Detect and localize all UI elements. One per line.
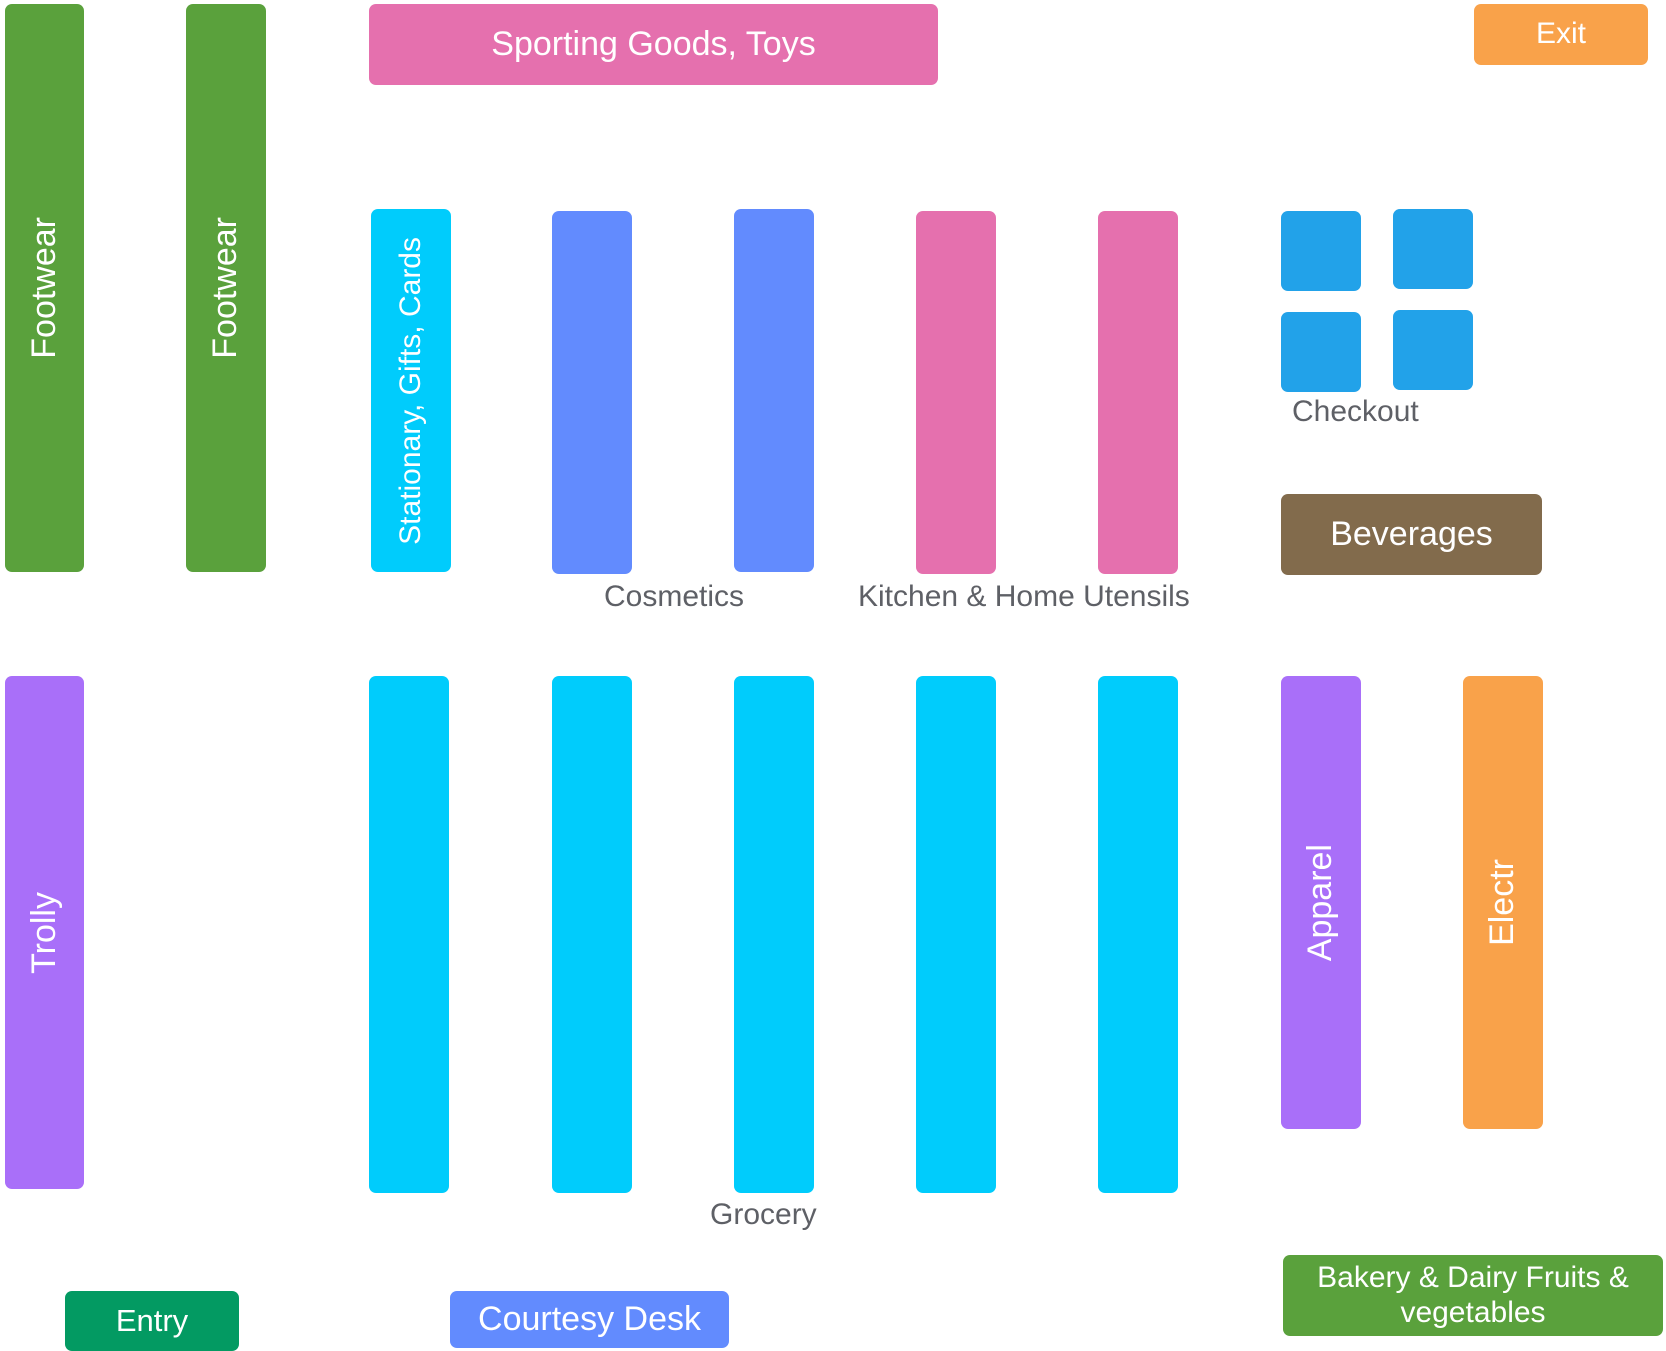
cosmetics-shelf-1	[552, 211, 632, 574]
cosmetics-shelf-2	[734, 209, 814, 572]
trolly-label: Trolly	[24, 891, 63, 974]
grocery-shelf-5	[1098, 676, 1178, 1193]
grocery-shelf-3	[734, 676, 814, 1193]
cosmetics-caption: Cosmetics	[604, 580, 745, 613]
beverages-area: Beverages	[1281, 494, 1542, 575]
grocery-caption: Grocery	[710, 1198, 817, 1231]
footwear-shelf-2: Footwear	[186, 4, 266, 572]
kitchen-shelf-1	[916, 211, 996, 574]
beverages-label: Beverages	[1330, 514, 1493, 553]
checkout-counter-1	[1281, 211, 1361, 291]
kitchen-shelf-2	[1098, 211, 1178, 574]
stationary-shelf: Stationary, Gifts, Cards	[371, 209, 451, 572]
grocery-shelf-1	[369, 676, 449, 1193]
electronics-shelf: Electr	[1463, 676, 1543, 1129]
checkout-counter-4	[1393, 310, 1473, 390]
kitchen-caption: Kitchen & Home Utensils	[858, 580, 1190, 613]
bakery-label: Bakery & Dairy Fruits & vegetables	[1317, 1261, 1629, 1329]
electronics-label: Electr	[1483, 859, 1522, 946]
grocery-shelf-2	[552, 676, 632, 1193]
footwear-shelf-1: Footwear	[5, 4, 84, 572]
sporting-goods-area: Sporting Goods, Toys	[369, 4, 938, 85]
bakery-area: Bakery & Dairy Fruits & vegetables	[1283, 1255, 1663, 1336]
entry-area: Entry	[65, 1291, 239, 1351]
courtesy-desk-label: Courtesy Desk	[478, 1299, 701, 1338]
apparel-shelf: Apparel	[1281, 676, 1361, 1129]
grocery-shelf-4	[916, 676, 996, 1193]
sporting-goods-label: Sporting Goods, Toys	[491, 24, 816, 63]
checkout-counter-2	[1393, 209, 1473, 289]
checkout-caption: Checkout	[1292, 395, 1419, 428]
footwear-label-2: Footwear	[206, 217, 245, 359]
entry-label: Entry	[115, 1303, 189, 1339]
courtesy-desk-area: Courtesy Desk	[450, 1291, 729, 1348]
footwear-label-1: Footwear	[24, 217, 63, 359]
checkout-counter-3	[1281, 312, 1361, 392]
exit-label: Exit	[1535, 17, 1586, 51]
exit-area: Exit	[1474, 4, 1648, 65]
apparel-label: Apparel	[1301, 843, 1340, 962]
trolly-area: Trolly	[5, 676, 84, 1189]
stationary-label: Stationary, Gifts, Cards	[393, 236, 427, 545]
